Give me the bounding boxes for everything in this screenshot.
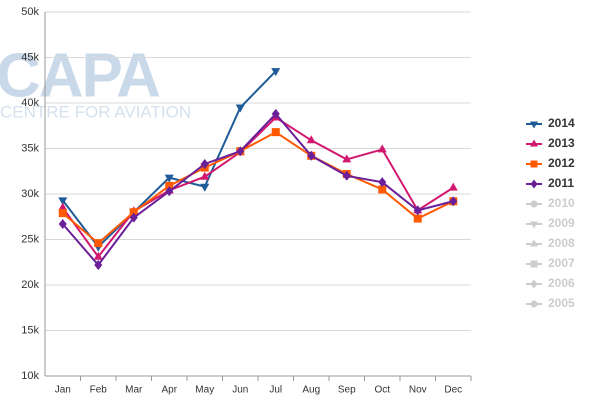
series-line: [61, 112, 454, 267]
marker: [306, 135, 316, 144]
marker: [129, 208, 138, 217]
y-tick-label: 45k: [21, 51, 39, 63]
x-tick-label: Oct: [374, 385, 390, 396]
marker: [342, 170, 351, 181]
marker: [94, 239, 103, 248]
marker: [449, 196, 458, 207]
marker: [378, 177, 387, 188]
marker: [530, 139, 538, 147]
marker: [448, 182, 458, 191]
x-tick-label: Apr: [161, 385, 177, 396]
x-tick-label: Sep: [338, 385, 356, 396]
y-tick-label: 20k: [21, 279, 39, 291]
x-tick-label: Jan: [55, 385, 71, 396]
marker: [129, 212, 138, 223]
x-tick-label: Feb: [90, 385, 108, 396]
x-tick-label: Aug: [302, 385, 320, 396]
marker: [236, 146, 245, 157]
marker: [342, 154, 352, 163]
marker: [530, 239, 538, 247]
series-line: [61, 116, 454, 259]
marker: [164, 174, 174, 183]
legend-label: 2005: [548, 296, 575, 310]
marker: [530, 300, 538, 308]
y-tick-label: 40k: [21, 97, 39, 109]
legend-label: 2014: [548, 116, 575, 130]
watermark-title: CAPA: [0, 41, 160, 110]
marker: [271, 68, 281, 77]
x-tick-label: Dec: [444, 385, 462, 396]
series-line: [62, 130, 454, 245]
marker: [93, 251, 103, 260]
marker: [530, 160, 538, 168]
y-tick-label: 50k: [21, 6, 39, 18]
marker: [165, 181, 174, 190]
y-tick-label: 25k: [21, 233, 39, 245]
marker: [530, 179, 538, 189]
legend-label: 2013: [548, 136, 575, 150]
y-tick-label: 30k: [21, 188, 39, 200]
x-tick-label: Jun: [232, 385, 248, 396]
marker: [378, 185, 387, 194]
x-tick-label: May: [195, 385, 214, 396]
marker: [530, 200, 538, 208]
marker: [94, 259, 103, 270]
marker: [58, 197, 68, 206]
marker: [271, 108, 280, 119]
legend-label: 2008: [548, 236, 575, 250]
legend-label: 2007: [548, 256, 575, 270]
y-tick-label: 35k: [21, 142, 39, 154]
marker: [530, 121, 538, 129]
marker: [413, 205, 422, 216]
legend-label: 2009: [548, 216, 575, 230]
marker: [377, 144, 387, 153]
marker: [235, 104, 245, 113]
marker: [58, 202, 68, 211]
legend-label: 2010: [548, 196, 575, 210]
marker: [200, 183, 210, 192]
marker: [307, 150, 316, 161]
y-tick-label: 10k: [21, 370, 39, 382]
legend-label: 2011: [548, 176, 574, 190]
marker: [200, 158, 209, 169]
x-tick-label: Mar: [125, 385, 143, 396]
marker: [58, 219, 67, 230]
marker: [530, 279, 538, 289]
y-tick-label: 15k: [21, 324, 39, 336]
legend-label: 2012: [548, 156, 575, 170]
marker: [200, 171, 210, 180]
marker: [271, 128, 280, 137]
marker: [165, 186, 174, 197]
legend-label: 2006: [548, 276, 575, 290]
watermark-subtitle: CENTRE FOR AVIATION: [0, 102, 191, 121]
x-tick-label: Nov: [409, 385, 427, 396]
x-tick-label: Jul: [269, 385, 282, 396]
marker: [530, 221, 538, 229]
marker: [58, 209, 67, 218]
marker: [413, 214, 422, 223]
marker: [530, 260, 538, 268]
